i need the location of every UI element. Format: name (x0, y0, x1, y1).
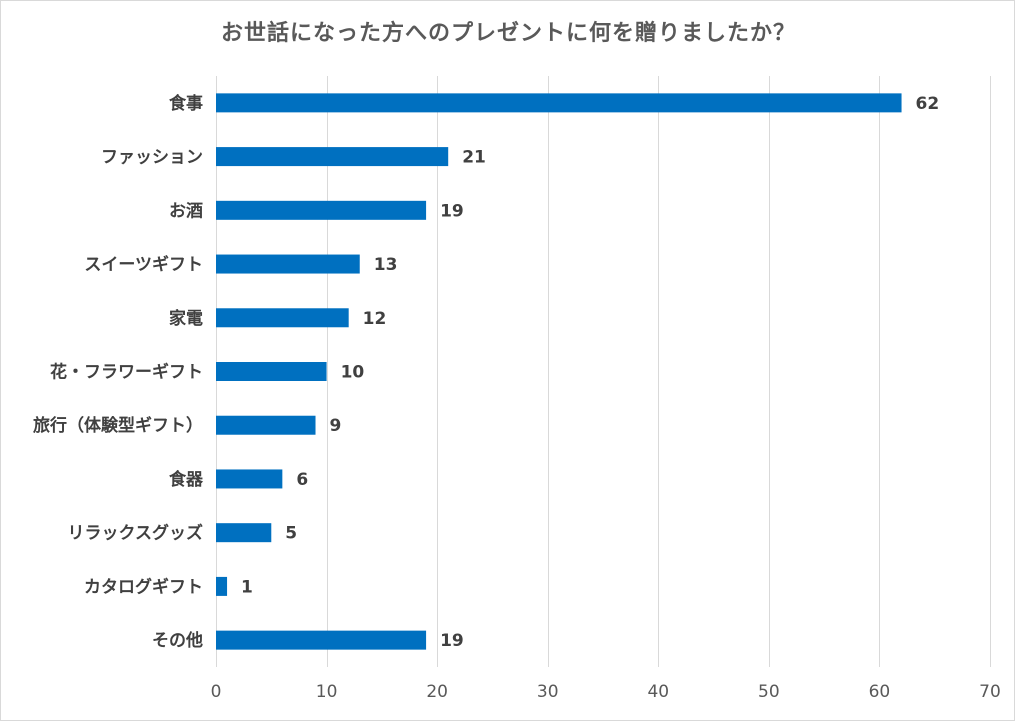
value-label: 5 (285, 524, 297, 544)
value-label: 9 (330, 416, 342, 436)
category-label: その他 (152, 630, 203, 651)
value-label: 19 (440, 631, 464, 651)
category-label: 食器 (169, 469, 204, 490)
x-tick-label: 60 (869, 682, 891, 702)
bar (216, 415, 316, 435)
x-tick-label: 30 (537, 682, 559, 702)
bar (216, 93, 902, 113)
chart-title: お世話になった方へのプレゼントに何を贈りましたか？ (220, 21, 796, 46)
x-tick-label: 20 (426, 682, 448, 702)
bar (216, 254, 360, 274)
value-label: 10 (341, 363, 365, 383)
category-label: ファッション (101, 148, 203, 168)
value-label: 19 (440, 201, 464, 221)
value-label: 13 (374, 255, 398, 275)
x-tick-label: 50 (758, 682, 780, 702)
value-label: 12 (363, 309, 387, 329)
bar (216, 147, 449, 167)
x-tick-labels: 0 10 20 30 40 50 60 70 (211, 682, 1001, 702)
value-label: 6 (296, 470, 308, 490)
value-label: 21 (462, 148, 486, 168)
bar (216, 308, 349, 328)
x-tick-label: 0 (211, 682, 222, 702)
category-label: リラックスグッズ (68, 523, 204, 544)
value-label: 1 (241, 577, 253, 597)
bar (216, 200, 427, 220)
category-label: お酒 (169, 200, 203, 221)
category-label: 家電 (169, 308, 203, 329)
grid-lines (216, 76, 991, 667)
bar (216, 362, 327, 381)
category-label: スイーツギフト (84, 255, 203, 275)
category-label: 食事 (169, 93, 203, 114)
bar (216, 523, 272, 543)
bar (216, 576, 228, 596)
x-tick-label: 70 (979, 682, 1001, 702)
category-label: カタログギフト (84, 576, 203, 597)
bars (216, 93, 902, 650)
value-labels: 62 21 19 13 12 10 9 6 5 1 19 (241, 94, 939, 651)
value-label: 62 (916, 94, 940, 114)
x-tick-label: 40 (647, 682, 669, 702)
x-tick-label: 10 (316, 682, 338, 702)
category-label: 花・フラワーギフト (50, 362, 203, 383)
bar (216, 469, 283, 489)
bar (216, 630, 427, 650)
category-label: 旅行（体験型ギフト） (33, 415, 203, 436)
